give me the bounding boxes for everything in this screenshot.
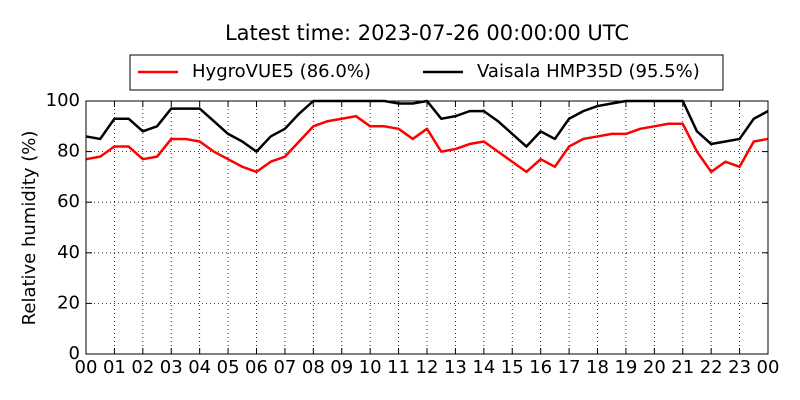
x-tick-label: 17	[558, 357, 581, 378]
chart-title: Latest time: 2023-07-26 00:00:00 UTC	[225, 21, 629, 45]
y-tick-label: 20	[57, 292, 80, 313]
x-tick-label: 12	[416, 357, 439, 378]
x-tick-label: 08	[302, 357, 325, 378]
x-tick-label: 21	[671, 357, 694, 378]
x-tick-label: 00	[75, 357, 98, 378]
x-tick-label: 19	[614, 357, 637, 378]
x-tick-label: 07	[273, 357, 296, 378]
y-axis-label: Relative humidity (%)	[19, 131, 40, 326]
x-tick-label: 14	[472, 357, 495, 378]
y-tick-label: 60	[57, 191, 80, 212]
legend-label: HygroVUE5 (86.0%)	[192, 61, 371, 82]
x-tick-label: 20	[643, 357, 666, 378]
x-tick-label: 09	[330, 357, 353, 378]
x-tick-label: 01	[103, 357, 126, 378]
x-tick-label: 13	[444, 357, 467, 378]
plot-frame	[85, 100, 769, 355]
x-tick-label: 06	[245, 357, 268, 378]
x-tick-label: 11	[387, 357, 410, 378]
x-tick-label: 22	[700, 357, 723, 378]
y-tick-label: 100	[46, 90, 80, 111]
x-tick-label: 16	[529, 357, 552, 378]
x-tick-label: 03	[160, 357, 183, 378]
series-line	[85, 114, 769, 174]
x-tick-label: 05	[217, 357, 240, 378]
x-tick-label: 18	[586, 357, 609, 378]
y-tick-label: 80	[57, 141, 80, 162]
x-tick-label: 02	[131, 357, 154, 378]
y-tick-label: 40	[57, 242, 80, 263]
x-tick-label: 10	[359, 357, 382, 378]
legend-label: Vaisala HMP35D (95.5%)	[477, 61, 700, 82]
y-tick-label: 0	[69, 343, 80, 364]
x-tick-label: 15	[501, 357, 524, 378]
x-tick-label: 00	[757, 357, 780, 378]
x-tick-label: 04	[188, 357, 211, 378]
x-tick-label: 23	[728, 357, 751, 378]
